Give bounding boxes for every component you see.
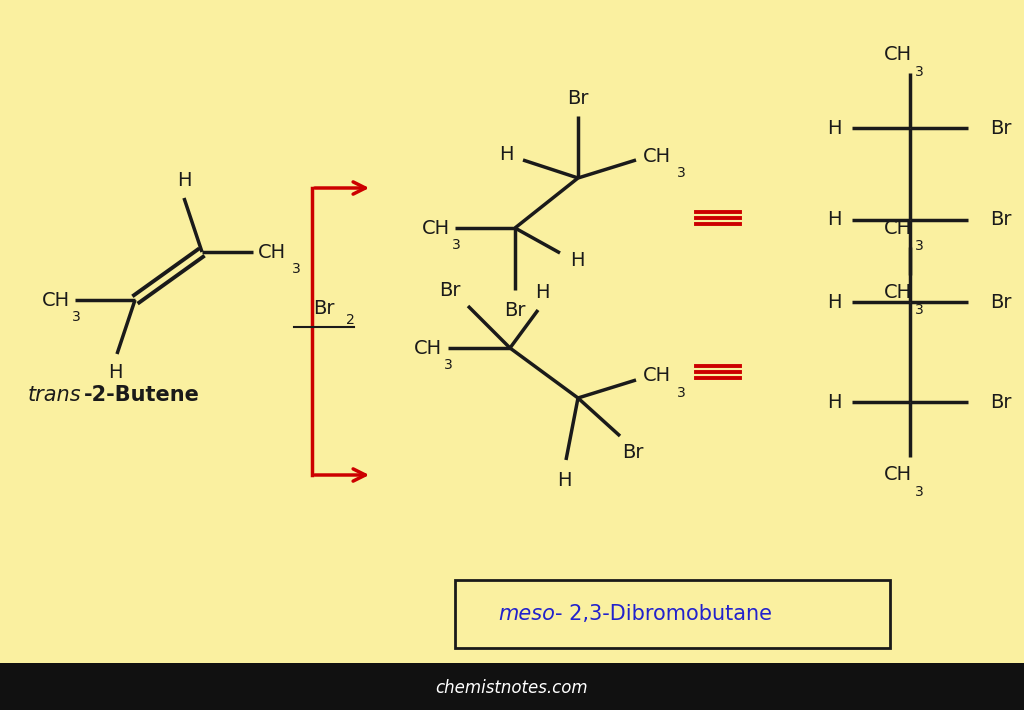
Text: 3: 3 (292, 262, 301, 275)
Text: CH: CH (884, 466, 912, 484)
Text: 3: 3 (677, 166, 686, 180)
Text: H: H (826, 393, 842, 412)
Text: CH: CH (884, 45, 912, 65)
Text: Br: Br (990, 210, 1012, 229)
Text: H: H (535, 283, 549, 302)
Text: CH: CH (414, 339, 442, 358)
Text: 3: 3 (452, 238, 461, 252)
Text: 3: 3 (677, 386, 686, 400)
Text: Br: Br (567, 89, 589, 107)
Text: CH: CH (884, 219, 912, 239)
Text: H: H (177, 170, 191, 190)
Text: H: H (826, 210, 842, 229)
Text: meso: meso (498, 604, 555, 624)
Text: H: H (108, 363, 122, 381)
Text: -2-Butene: -2-Butene (84, 385, 200, 405)
Text: Br: Br (313, 299, 335, 318)
Text: trans: trans (28, 385, 82, 405)
Text: CH: CH (422, 219, 450, 238)
Text: Br: Br (990, 293, 1012, 312)
Text: - 2,3-Dibromobutane: - 2,3-Dibromobutane (555, 604, 772, 624)
Text: Br: Br (504, 300, 525, 320)
Text: Br: Br (623, 444, 644, 462)
Text: Br: Br (990, 393, 1012, 412)
Text: H: H (826, 119, 842, 138)
Text: Br: Br (990, 119, 1012, 138)
Text: CH: CH (884, 283, 912, 302)
Text: H: H (557, 471, 571, 489)
Text: CH: CH (42, 290, 70, 310)
Text: Br: Br (439, 280, 461, 300)
Text: chemistnotes.com: chemistnotes.com (435, 679, 589, 697)
Text: H: H (499, 145, 513, 163)
Text: 3: 3 (915, 302, 924, 317)
Text: CH: CH (643, 146, 671, 165)
Text: 2: 2 (346, 312, 355, 327)
Text: H: H (826, 293, 842, 312)
Text: H: H (569, 251, 585, 270)
Bar (0, 663, 1024, 710)
Text: 3: 3 (915, 485, 924, 499)
Text: 3: 3 (72, 310, 81, 324)
Text: 3: 3 (915, 239, 924, 253)
Text: 3: 3 (915, 65, 924, 79)
Text: CH: CH (643, 366, 671, 386)
Text: 3: 3 (444, 358, 453, 372)
FancyBboxPatch shape (455, 580, 890, 648)
Text: CH: CH (258, 243, 286, 261)
